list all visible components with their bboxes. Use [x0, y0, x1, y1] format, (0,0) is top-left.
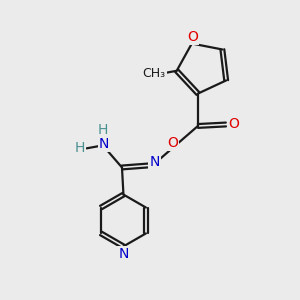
Text: CH₃: CH₃	[142, 67, 166, 80]
Text: N: N	[99, 137, 110, 151]
Text: N: N	[118, 247, 129, 261]
Text: O: O	[187, 30, 198, 44]
Text: N: N	[149, 155, 160, 169]
Text: H: H	[98, 123, 108, 137]
Text: O: O	[167, 136, 178, 150]
Text: H: H	[75, 141, 86, 155]
Text: O: O	[229, 117, 240, 131]
